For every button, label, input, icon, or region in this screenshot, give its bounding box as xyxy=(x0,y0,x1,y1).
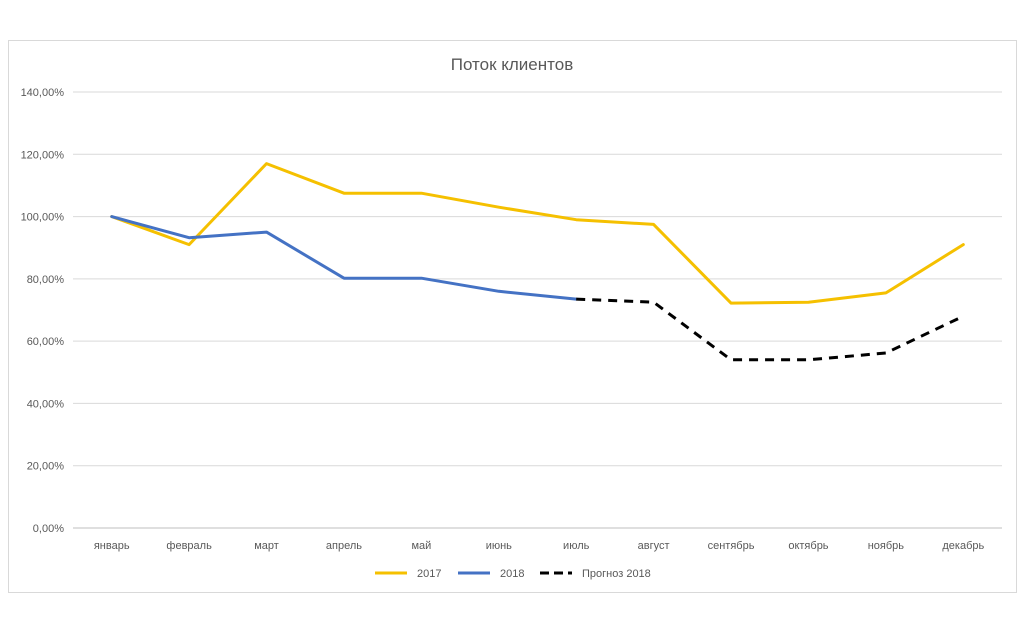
y-tick-label: 0,00% xyxy=(33,523,64,535)
x-tick-label: февраль xyxy=(166,540,212,552)
y-tick-label: 60,00% xyxy=(27,336,65,348)
x-tick-label: май xyxy=(411,540,431,552)
series-line-0 xyxy=(110,162,965,305)
y-axis-ticks: 0,00% 20,00% 40,00% 60,00% 80,00% 100,00% 120,… xyxy=(21,87,65,535)
series-line-2 xyxy=(576,297,964,362)
x-tick-label: ноябрь xyxy=(868,540,905,552)
chart-frame xyxy=(8,40,1017,593)
legend-label: 2018 xyxy=(500,568,524,580)
x-tick-label: декабрь xyxy=(942,540,984,552)
x-tick-label: август xyxy=(638,540,670,552)
x-tick-label: март xyxy=(254,540,279,552)
legend-label: Прогноз 2018 xyxy=(582,568,651,580)
y-tick-label: 20,00% xyxy=(27,461,65,473)
y-tick-label: 120,00% xyxy=(21,149,65,161)
x-tick-label: апрель xyxy=(326,540,362,552)
x-tick-label: июнь xyxy=(486,540,512,552)
x-tick-label: сентябрь xyxy=(708,540,755,552)
x-tick-label: июль xyxy=(563,540,590,552)
x-axis-ticks: январь февраль март апрель май июнь июль август… xyxy=(94,540,985,552)
y-tick-label: 100,00% xyxy=(21,212,65,224)
y-tick-label: 40,00% xyxy=(27,398,65,410)
series-lines xyxy=(110,162,965,362)
x-tick-label: октябрь xyxy=(788,540,828,552)
chart-title: Поток клиентов xyxy=(451,55,573,74)
x-tick-label: январь xyxy=(94,540,130,552)
gridlines xyxy=(73,91,1002,529)
legend-label: 2017 xyxy=(417,568,441,580)
legend: 2017 2018 Прогноз 2018 xyxy=(375,568,651,580)
series-line-1 xyxy=(110,215,578,301)
y-tick-label: 140,00% xyxy=(21,87,65,99)
y-tick-label: 80,00% xyxy=(27,274,65,286)
